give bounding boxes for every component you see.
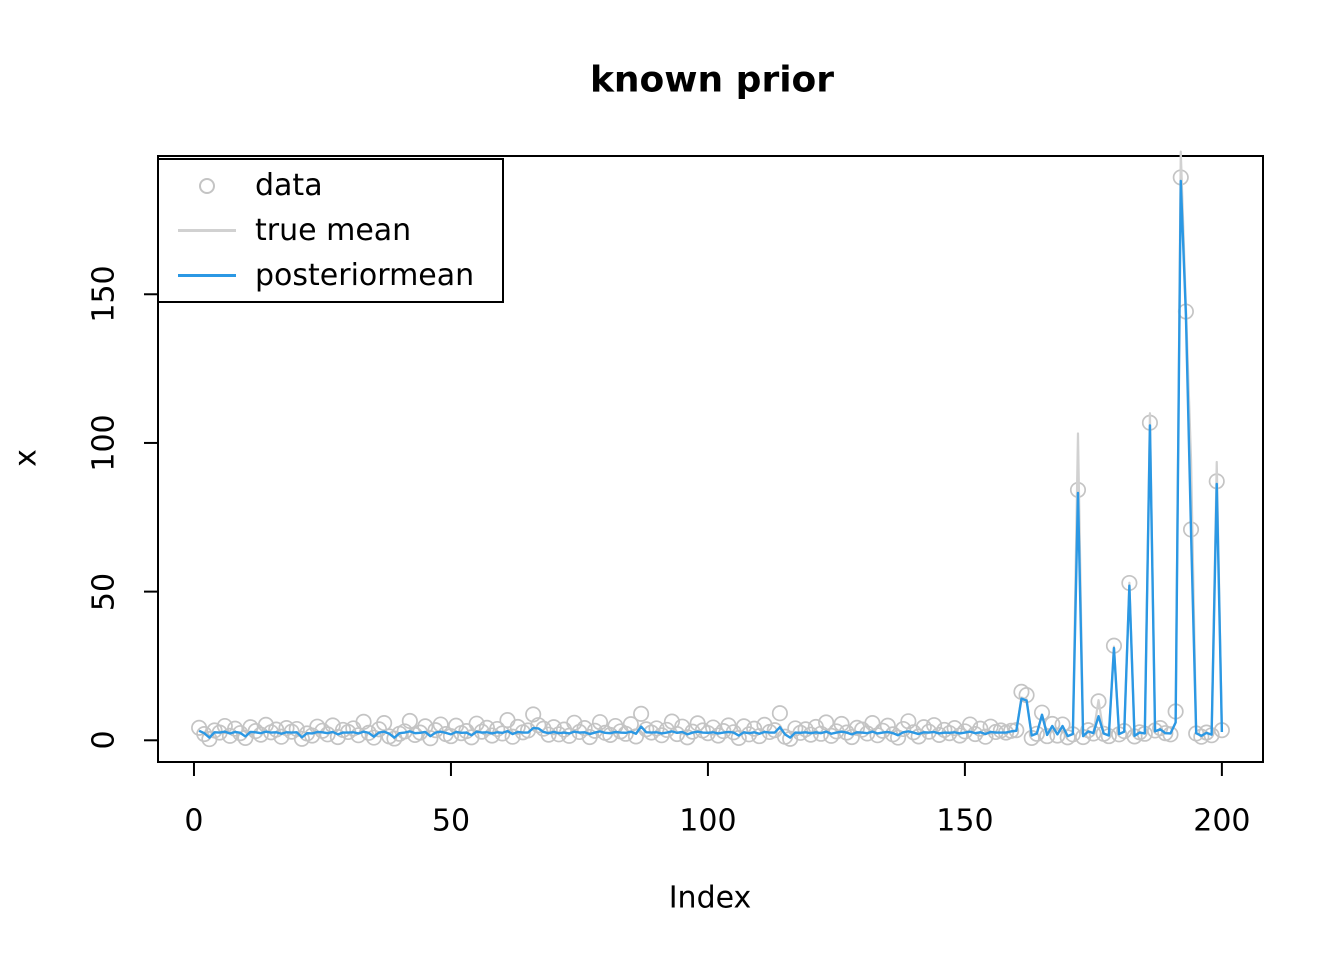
chart-title: known prior <box>589 59 835 101</box>
legend-item-posteriormean: posteriormean <box>159 256 502 294</box>
y-tick-label-0: 0 <box>86 730 122 750</box>
x-tick-label-100: 100 <box>679 803 737 839</box>
true-mean-line-icon <box>178 229 236 232</box>
x-tick-label-50: 50 <box>431 803 471 839</box>
posterior-mean-line-icon <box>178 273 236 277</box>
y-axis-label: x <box>8 449 44 467</box>
y-tick-label-150: 150 <box>86 265 122 323</box>
x-tick-label-150: 150 <box>936 803 994 839</box>
x-tick-label-200: 200 <box>1193 803 1251 839</box>
plot-border <box>157 155 1264 763</box>
data-points <box>191 169 1230 748</box>
legend-item-data: data <box>159 167 502 205</box>
legend-label-data: data <box>255 168 323 204</box>
y-tick-label-100: 100 <box>86 414 122 472</box>
x-axis-label: Index <box>668 880 752 916</box>
legend-item-true-mean: true mean <box>159 212 502 250</box>
legend-label-true-mean: true mean <box>255 213 412 248</box>
y-tick-label-50: 50 <box>86 572 122 611</box>
x-tick-label-0: 0 <box>184 803 204 839</box>
data-point-circle-icon <box>199 177 215 194</box>
posterior-mean-line <box>198 179 1224 739</box>
legend-label-posteriormean: posteriormean <box>255 257 475 293</box>
legend-box: data true mean posteriormean <box>157 158 504 303</box>
